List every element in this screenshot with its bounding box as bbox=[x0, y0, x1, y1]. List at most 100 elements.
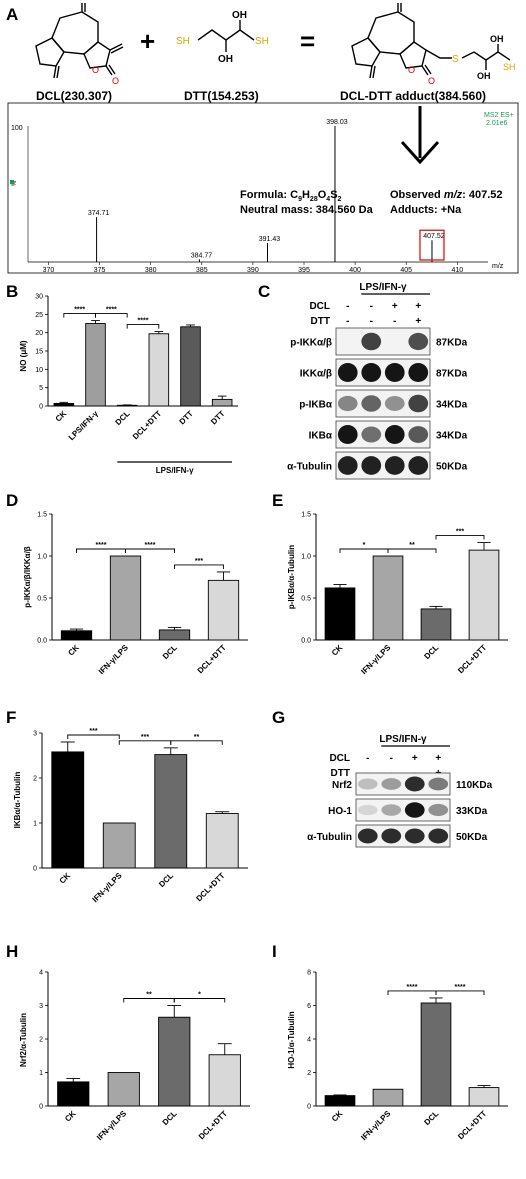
significance-bracket bbox=[126, 324, 160, 329]
bar bbox=[205, 813, 239, 869]
significance-label: * bbox=[363, 542, 366, 549]
treatment-sign: + bbox=[435, 753, 441, 764]
panel-h-chart: 0 1 2 3 4 Nrf2/α-Tubulin CK IFN-γ/LPS DCL DCL+DTT… bbox=[19, 970, 250, 1143]
ms-tick-label: 410 bbox=[451, 267, 463, 274]
bar bbox=[372, 1088, 404, 1107]
protein-band bbox=[408, 332, 429, 351]
bar bbox=[60, 630, 93, 641]
protein-band bbox=[408, 362, 429, 383]
ms-peak-label: 407.52 bbox=[423, 233, 445, 240]
category-label: IFN-γ/LPS bbox=[359, 1109, 393, 1143]
protein-band bbox=[361, 332, 382, 351]
dtt-structure-icon bbox=[197, 20, 255, 52]
category-label: CK bbox=[63, 1109, 78, 1124]
y-axis-label: HO-1/α-Tubulin bbox=[287, 1011, 296, 1068]
category-label: IFN-γ/LPS bbox=[97, 643, 131, 677]
significance-label: **** bbox=[455, 984, 466, 991]
category-label: DTT bbox=[209, 409, 226, 426]
treatment-sign: - bbox=[346, 316, 349, 327]
panel-i-chart: 0 2 4 6 8 HO-1/α-Tubulin CK IFN-γ/LPS DCL DCL+DTT… bbox=[287, 970, 508, 1143]
treatment-label: DTT bbox=[331, 768, 350, 779]
y-tick-label: 15 bbox=[35, 349, 43, 356]
protein-band bbox=[408, 394, 429, 413]
significance-bracket bbox=[118, 740, 172, 745]
y-tick-label: 0.5 bbox=[301, 596, 311, 603]
y-tick-label: 0.0 bbox=[301, 638, 311, 645]
protein-band bbox=[361, 456, 382, 475]
category-label: DCL bbox=[161, 643, 179, 661]
treatment-sign: - bbox=[370, 316, 373, 327]
protein-band bbox=[428, 803, 449, 817]
panel-e-letter: E bbox=[272, 491, 283, 510]
adduct-label: DCL-DTT adduct(384.560) bbox=[340, 89, 486, 103]
significance-bracket bbox=[67, 734, 120, 739]
protein-band bbox=[381, 804, 402, 816]
significance-label: *** bbox=[456, 529, 464, 536]
bar bbox=[324, 587, 356, 641]
adduct-carbonyl-oxygen: O bbox=[428, 76, 435, 86]
equals-sign: = bbox=[300, 26, 315, 56]
y-tick-label: 4 bbox=[307, 1037, 311, 1044]
y-tick-label: 1 bbox=[39, 1070, 43, 1077]
significance-bracket bbox=[339, 548, 389, 553]
y-tick-label: 8 bbox=[307, 970, 311, 977]
panel-b-letter: B bbox=[6, 282, 18, 301]
adduct-structure-icon bbox=[351, 3, 511, 79]
plus-sign: + bbox=[140, 26, 155, 56]
dtt-sh-left: SH bbox=[176, 36, 190, 47]
category-label: IFN-γ/LPS bbox=[95, 1109, 129, 1143]
protein-band bbox=[337, 456, 358, 475]
bar bbox=[211, 398, 233, 407]
y-axis-label: Nrf2/α-Tubulin bbox=[19, 1013, 28, 1067]
category-label: DCL bbox=[161, 1109, 179, 1127]
ms-tick-label: 395 bbox=[298, 267, 310, 274]
band-label: IKKα/β bbox=[300, 369, 332, 380]
ms-peak-label: 391.43 bbox=[259, 236, 281, 243]
significance-label: **** bbox=[96, 542, 107, 549]
bar bbox=[158, 1016, 191, 1107]
y-tick-label: 5 bbox=[39, 385, 43, 392]
significance-bracket bbox=[170, 740, 223, 745]
bar bbox=[53, 402, 75, 407]
significance-label: *** bbox=[141, 734, 149, 741]
ms-peak-label: 374.71 bbox=[88, 210, 110, 217]
adduct-sulfur: S bbox=[452, 54, 459, 65]
category-label: DCL+DTT bbox=[194, 871, 226, 903]
y-tick-label: 0 bbox=[33, 866, 37, 873]
y-tick-label: 1.5 bbox=[301, 512, 311, 519]
y-axis-label: IKBα/α-Tubulin bbox=[13, 772, 22, 829]
blot-strip bbox=[355, 772, 451, 796]
significance-bracket bbox=[387, 990, 437, 995]
ms-y-mid: % bbox=[12, 180, 18, 186]
band-kda: 110KDa bbox=[456, 780, 493, 791]
band-kda: 33KDa bbox=[456, 806, 488, 817]
ms-tick-label: 385 bbox=[196, 267, 208, 274]
ms-peak-label: 384.77 bbox=[191, 252, 213, 259]
significance-label: ** bbox=[146, 992, 152, 999]
dtt-oh-bottom: OH bbox=[218, 54, 233, 65]
band-kda: 34KDa bbox=[436, 400, 468, 411]
y-axis-label: p-IKBα/α-Tubulin bbox=[287, 545, 296, 609]
protein-band bbox=[357, 804, 378, 816]
protein-band bbox=[384, 456, 405, 475]
y-axis-label: NO (μM) bbox=[19, 340, 28, 371]
significance-label: *** bbox=[195, 558, 203, 565]
protein-band bbox=[404, 828, 425, 844]
panel-f-chart: 0 1 2 3 IKBα/α-Tubulin CK IFN-γ/LPS DCL DCL+DTT *… bbox=[13, 728, 248, 904]
panel-g-letter: G bbox=[272, 708, 285, 727]
y-tick-label: 1.0 bbox=[301, 554, 311, 561]
significance-label: **** bbox=[74, 307, 85, 314]
protein-band bbox=[384, 396, 405, 411]
bar bbox=[420, 608, 452, 641]
treatment-sign: - bbox=[390, 753, 393, 764]
ms-x-ticks: 370 375 380 385 390 395 400 405 410 bbox=[43, 262, 463, 274]
significance-bracket bbox=[435, 535, 485, 540]
band-kda: 50KDa bbox=[456, 832, 488, 843]
protein-band bbox=[428, 777, 449, 791]
ms-formula: Formula: C9H28O4S2 bbox=[240, 189, 342, 203]
protein-band bbox=[381, 828, 402, 844]
band-label: α-Tubulin bbox=[287, 462, 332, 473]
adduct-sh: SH bbox=[503, 62, 516, 72]
